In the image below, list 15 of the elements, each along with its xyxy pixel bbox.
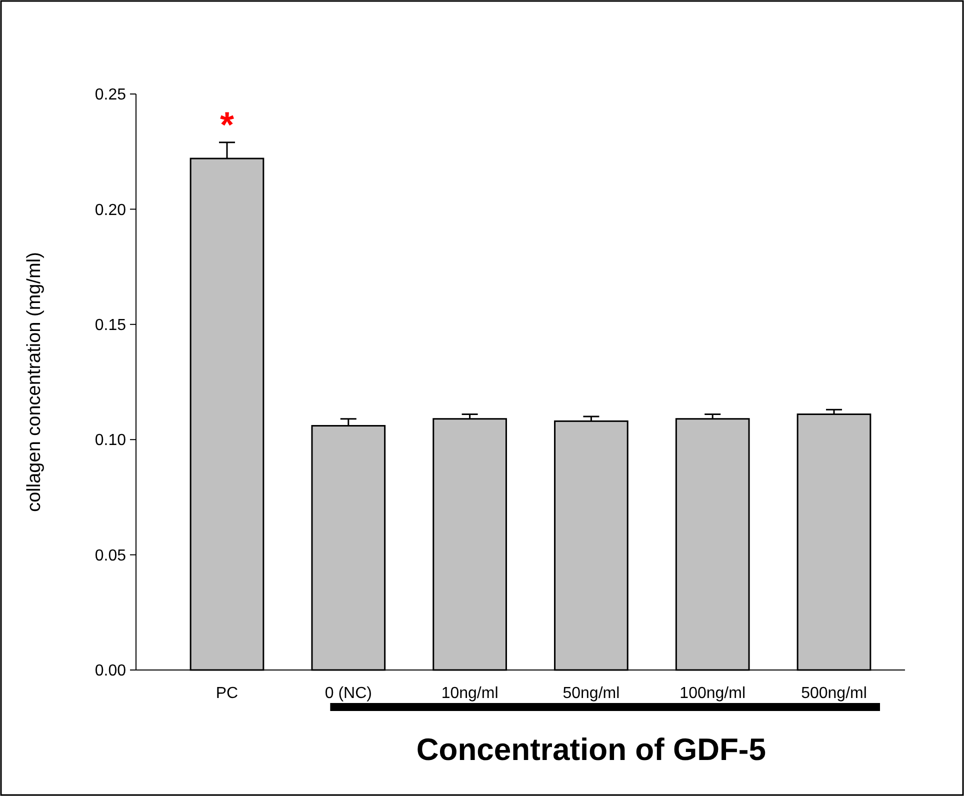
y-tick-label: 0.25 xyxy=(94,86,126,104)
x-tick-label: 0 (NC) xyxy=(324,685,372,702)
x-tick-label: 50ng/ml xyxy=(562,685,620,702)
x-tick-label: 10ng/ml xyxy=(441,685,498,702)
x-tick-label: 100ng/ml xyxy=(680,685,746,702)
x-tick-label: 500ng/ml xyxy=(801,685,867,702)
x-tick-label: PC xyxy=(216,685,238,702)
y-tick-label: 0.20 xyxy=(94,202,126,219)
annotation: * xyxy=(220,104,234,146)
x-axis-title: Concentration of GDF-5 xyxy=(416,732,766,767)
y-tick-label: 0.05 xyxy=(94,547,126,564)
y-tick-label: 0.00 xyxy=(94,662,126,680)
y-axis-title: collagen concentration (mg/ml) xyxy=(24,252,45,512)
y-tick-label: 0.15 xyxy=(94,317,126,334)
y-tick-label: 0.10 xyxy=(94,432,126,450)
